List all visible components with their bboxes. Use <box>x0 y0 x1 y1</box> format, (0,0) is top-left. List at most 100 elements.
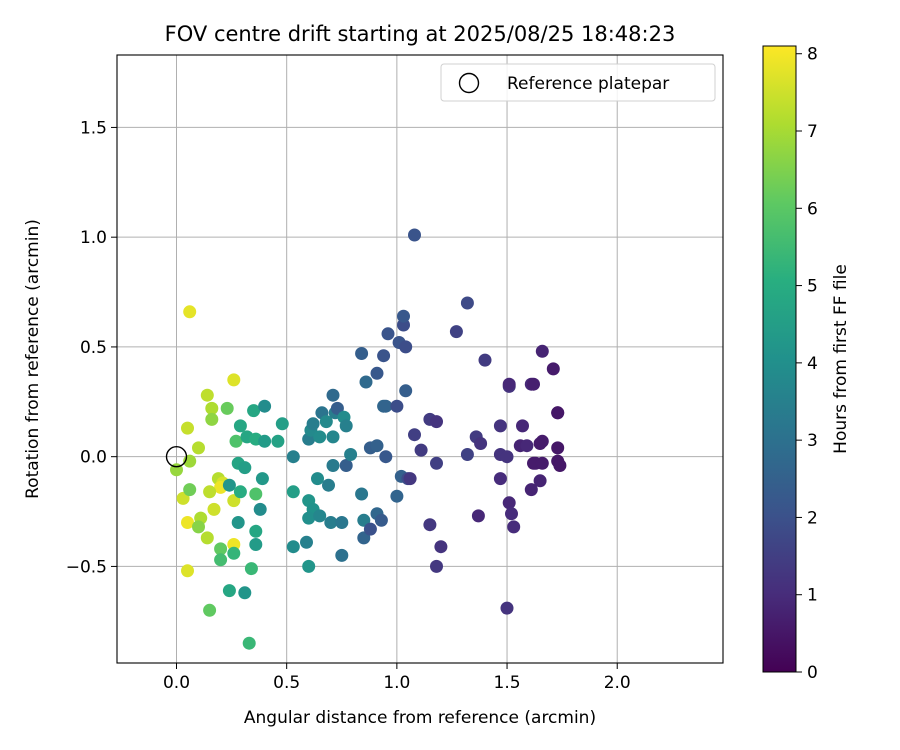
data-point <box>222 584 236 598</box>
x-tick-label: 1.5 <box>494 673 521 693</box>
data-point <box>363 522 377 536</box>
data-point <box>192 520 205 534</box>
legend-reference-marker <box>458 72 480 94</box>
data-point <box>535 456 549 470</box>
y-axis-ticks: −0.5 0.0 0.5 1.0 1.5 <box>66 118 117 577</box>
data-point <box>233 485 247 499</box>
data-point <box>502 496 516 510</box>
data-point <box>192 441 205 455</box>
data-point <box>474 437 488 450</box>
data-point <box>300 535 313 549</box>
colorbar-tick-label: 3 <box>807 431 818 451</box>
colorbar-tick-label: 7 <box>807 122 818 142</box>
data-point <box>200 388 214 402</box>
data-point <box>390 489 404 503</box>
data-point <box>229 434 243 448</box>
data-point <box>546 362 560 376</box>
data-point <box>339 419 353 433</box>
data-point <box>500 450 514 464</box>
data-point <box>478 353 492 367</box>
data-point <box>322 478 335 492</box>
data-point <box>551 441 565 455</box>
data-point <box>335 516 349 529</box>
grid-lines <box>117 55 723 663</box>
data-point <box>203 485 217 499</box>
data-point <box>533 474 547 488</box>
colorbar-tick-label: 4 <box>807 354 818 374</box>
data-point <box>430 415 443 429</box>
data-point <box>471 509 485 523</box>
reference-platepar-marker <box>165 445 188 468</box>
x-axis-label: Angular distance from reference (arcmin) <box>244 708 596 728</box>
data-point <box>355 487 369 501</box>
data-point <box>313 509 327 523</box>
data-point <box>399 384 413 398</box>
data-point <box>408 228 421 242</box>
data-point <box>553 459 567 472</box>
colorbar-tick-label: 8 <box>807 45 818 65</box>
data-point <box>249 524 263 538</box>
data-point <box>275 417 289 431</box>
data-point <box>311 472 324 486</box>
x-tick-label: 2.0 <box>604 673 631 693</box>
colorbar-label: Hours from first FF file <box>831 264 851 454</box>
data-point <box>286 485 300 499</box>
data-point <box>414 443 428 457</box>
data-point <box>233 419 247 433</box>
data-point <box>238 461 252 475</box>
data-point <box>220 401 234 415</box>
colorbar-ticks: 0 1 2 3 4 5 6 7 8 <box>796 45 818 683</box>
data-point <box>249 487 263 501</box>
data-point <box>238 586 252 600</box>
data-point <box>271 434 285 448</box>
data-point <box>247 404 261 418</box>
data-point <box>527 377 540 391</box>
data-point <box>183 483 197 497</box>
data-point <box>493 419 507 433</box>
y-axis-label: Rotation from reference (arcmin) <box>23 219 43 499</box>
data-point <box>507 520 521 534</box>
data-point <box>502 377 516 391</box>
y-tick-label: −0.5 <box>66 557 107 577</box>
data-point <box>227 373 241 387</box>
chart-title: FOV centre drift starting at 2025/08/25 … <box>165 22 676 46</box>
data-point <box>326 388 340 402</box>
data-point <box>500 601 514 615</box>
colorbar-tick-label: 2 <box>807 508 818 528</box>
data-point <box>258 434 272 448</box>
data-point <box>493 472 507 486</box>
data-point <box>397 309 410 323</box>
x-tick-label: 1.0 <box>383 673 410 693</box>
data-point <box>255 472 269 486</box>
data-point <box>403 472 417 486</box>
data-point <box>214 553 228 567</box>
data-point <box>231 516 245 529</box>
data-point <box>355 347 369 360</box>
x-axis-ticks: 0.0 0.5 1.0 1.5 2.0 <box>163 663 631 693</box>
data-point <box>203 603 217 617</box>
y-tick-label: 1.0 <box>80 228 107 248</box>
data-point <box>181 564 194 578</box>
data-point <box>399 340 413 354</box>
data-point <box>535 344 549 358</box>
data-point <box>214 542 228 556</box>
colorbar-gradient <box>762 45 797 673</box>
x-tick-label: 0.0 <box>163 673 190 693</box>
data-point <box>344 448 358 461</box>
data-point <box>520 439 534 453</box>
y-tick-label: 0.0 <box>80 448 107 468</box>
data-point <box>370 439 384 453</box>
data-point <box>505 507 518 521</box>
data-point <box>359 375 373 389</box>
plot-frame <box>116 54 724 664</box>
data-point <box>249 538 263 551</box>
data-point <box>302 511 316 525</box>
data-point <box>181 516 194 529</box>
legend-entry-reference-platepar: Reference platepar <box>507 74 669 94</box>
data-point <box>286 450 300 464</box>
data-point <box>253 502 267 516</box>
data-point <box>227 546 241 560</box>
data-point <box>449 325 463 339</box>
data-point <box>434 540 448 554</box>
data-point <box>374 513 388 527</box>
